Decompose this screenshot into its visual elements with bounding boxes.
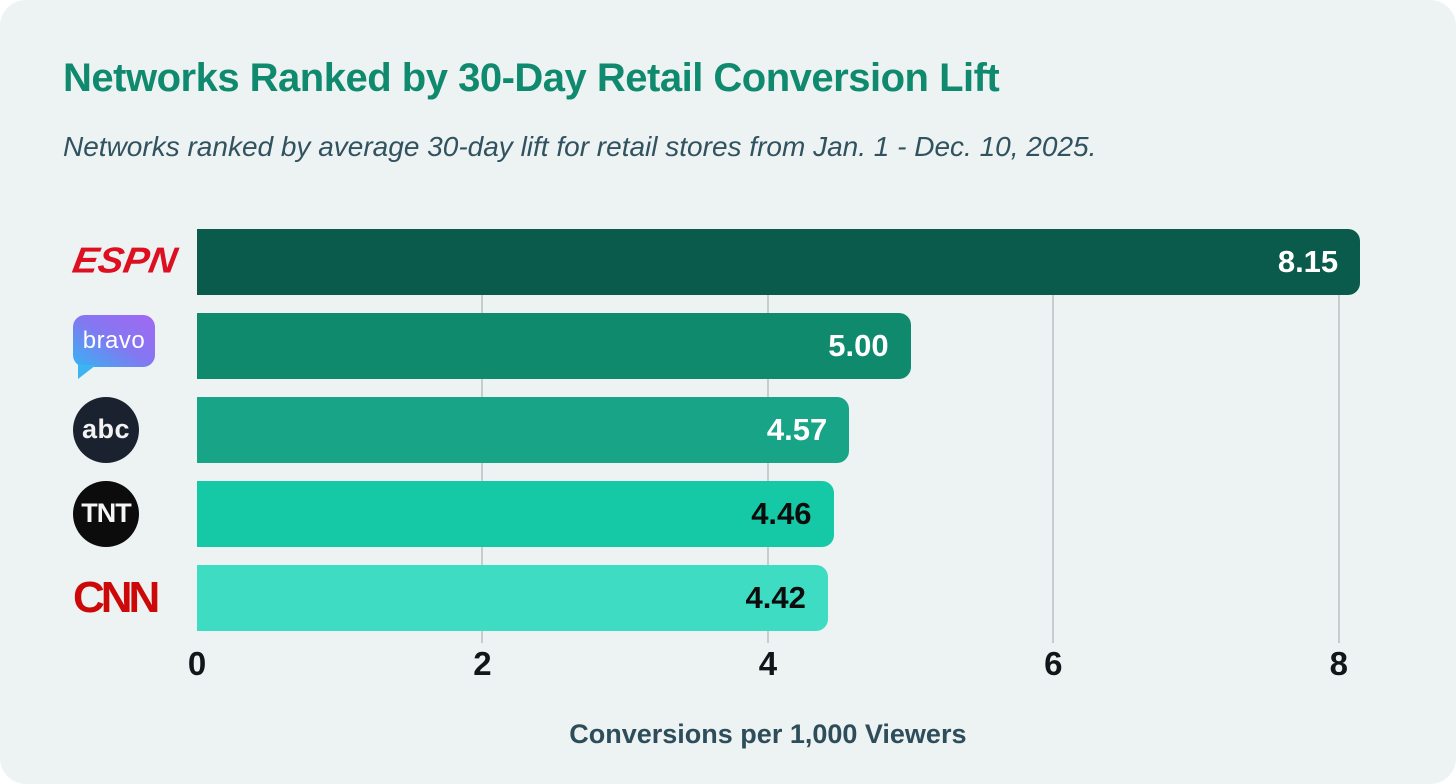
bar-cnn: 4.42 [197,564,828,631]
chart-row-abc: abc 4.57 [63,396,1393,463]
x-axis: 0 2 4 6 8 [188,644,1393,693]
bar-track: 4.42 [197,564,1393,631]
x-tick-label-0: 0 [187,644,207,682]
chart-row-cnn: CNN 4.42 [63,564,1393,631]
bar-bravo: 5.00 [197,312,911,379]
bravo-bubble-tail [78,364,96,379]
x-tick-label-4: 4 [758,644,778,682]
tnt-logo: TNT [63,480,197,547]
bar-value-label: 4.46 [751,495,812,531]
chart-row-bravo: bravo 5.00 [63,312,1393,379]
tnt-logo-circle: TNT [73,480,139,547]
chart-title: Networks Ranked by 30-Day Retail Convers… [63,56,1000,100]
cnn-logo: CNN [63,565,197,631]
chart-rows: ESPN 8.15 bravo 5.00 [63,228,1393,631]
chart-row-espn: ESPN 8.15 [63,228,1393,295]
chart-row-tnt: TNT 4.46 [63,480,1393,547]
bar-chart: ESPN 8.15 bravo 5.00 [63,228,1393,759]
abc-logo-text: abc [81,414,131,445]
chart-subtitle: Networks ranked by average 30-day lift f… [63,131,1097,162]
bar-value-label: 4.57 [766,411,828,447]
x-axis-title: Conversions per 1,000 Viewers [569,718,967,749]
abc-logo-circle: abc [73,396,139,463]
x-tick-label-8: 8 [1329,644,1348,682]
bar-track: 5.00 [197,312,1393,379]
bar-track: 4.57 [197,396,1393,463]
x-axis-title-row: Conversions per 1,000 Viewers [197,719,1393,759]
espn-logo-text: ESPN [69,241,181,282]
cnn-logo-text: CNN [73,572,160,622]
bar-track: 8.15 [197,228,1393,295]
bar-value-label: 5.00 [828,327,889,363]
x-tick-label-2: 2 [473,644,492,682]
tnt-logo-text: TNT [81,498,131,529]
espn-logo: ESPN [63,229,197,295]
bar-track: 4.46 [197,480,1393,547]
bravo-logo-text: bravo [82,326,146,354]
bar-abc: 4.57 [197,396,850,463]
abc-logo: abc [63,396,197,463]
bar-value-label: 4.42 [745,579,806,615]
bar-value-label: 8.15 [1277,243,1339,279]
bravo-logo: bravo [63,313,197,379]
x-tick-label-6: 6 [1044,644,1063,682]
bravo-speech-bubble: bravo [73,314,155,379]
gridline-6 [1052,228,1055,643]
bar-espn: 8.15 [197,228,1361,295]
bar-tnt: 4.46 [197,480,834,547]
gridline-8 [1337,228,1340,643]
